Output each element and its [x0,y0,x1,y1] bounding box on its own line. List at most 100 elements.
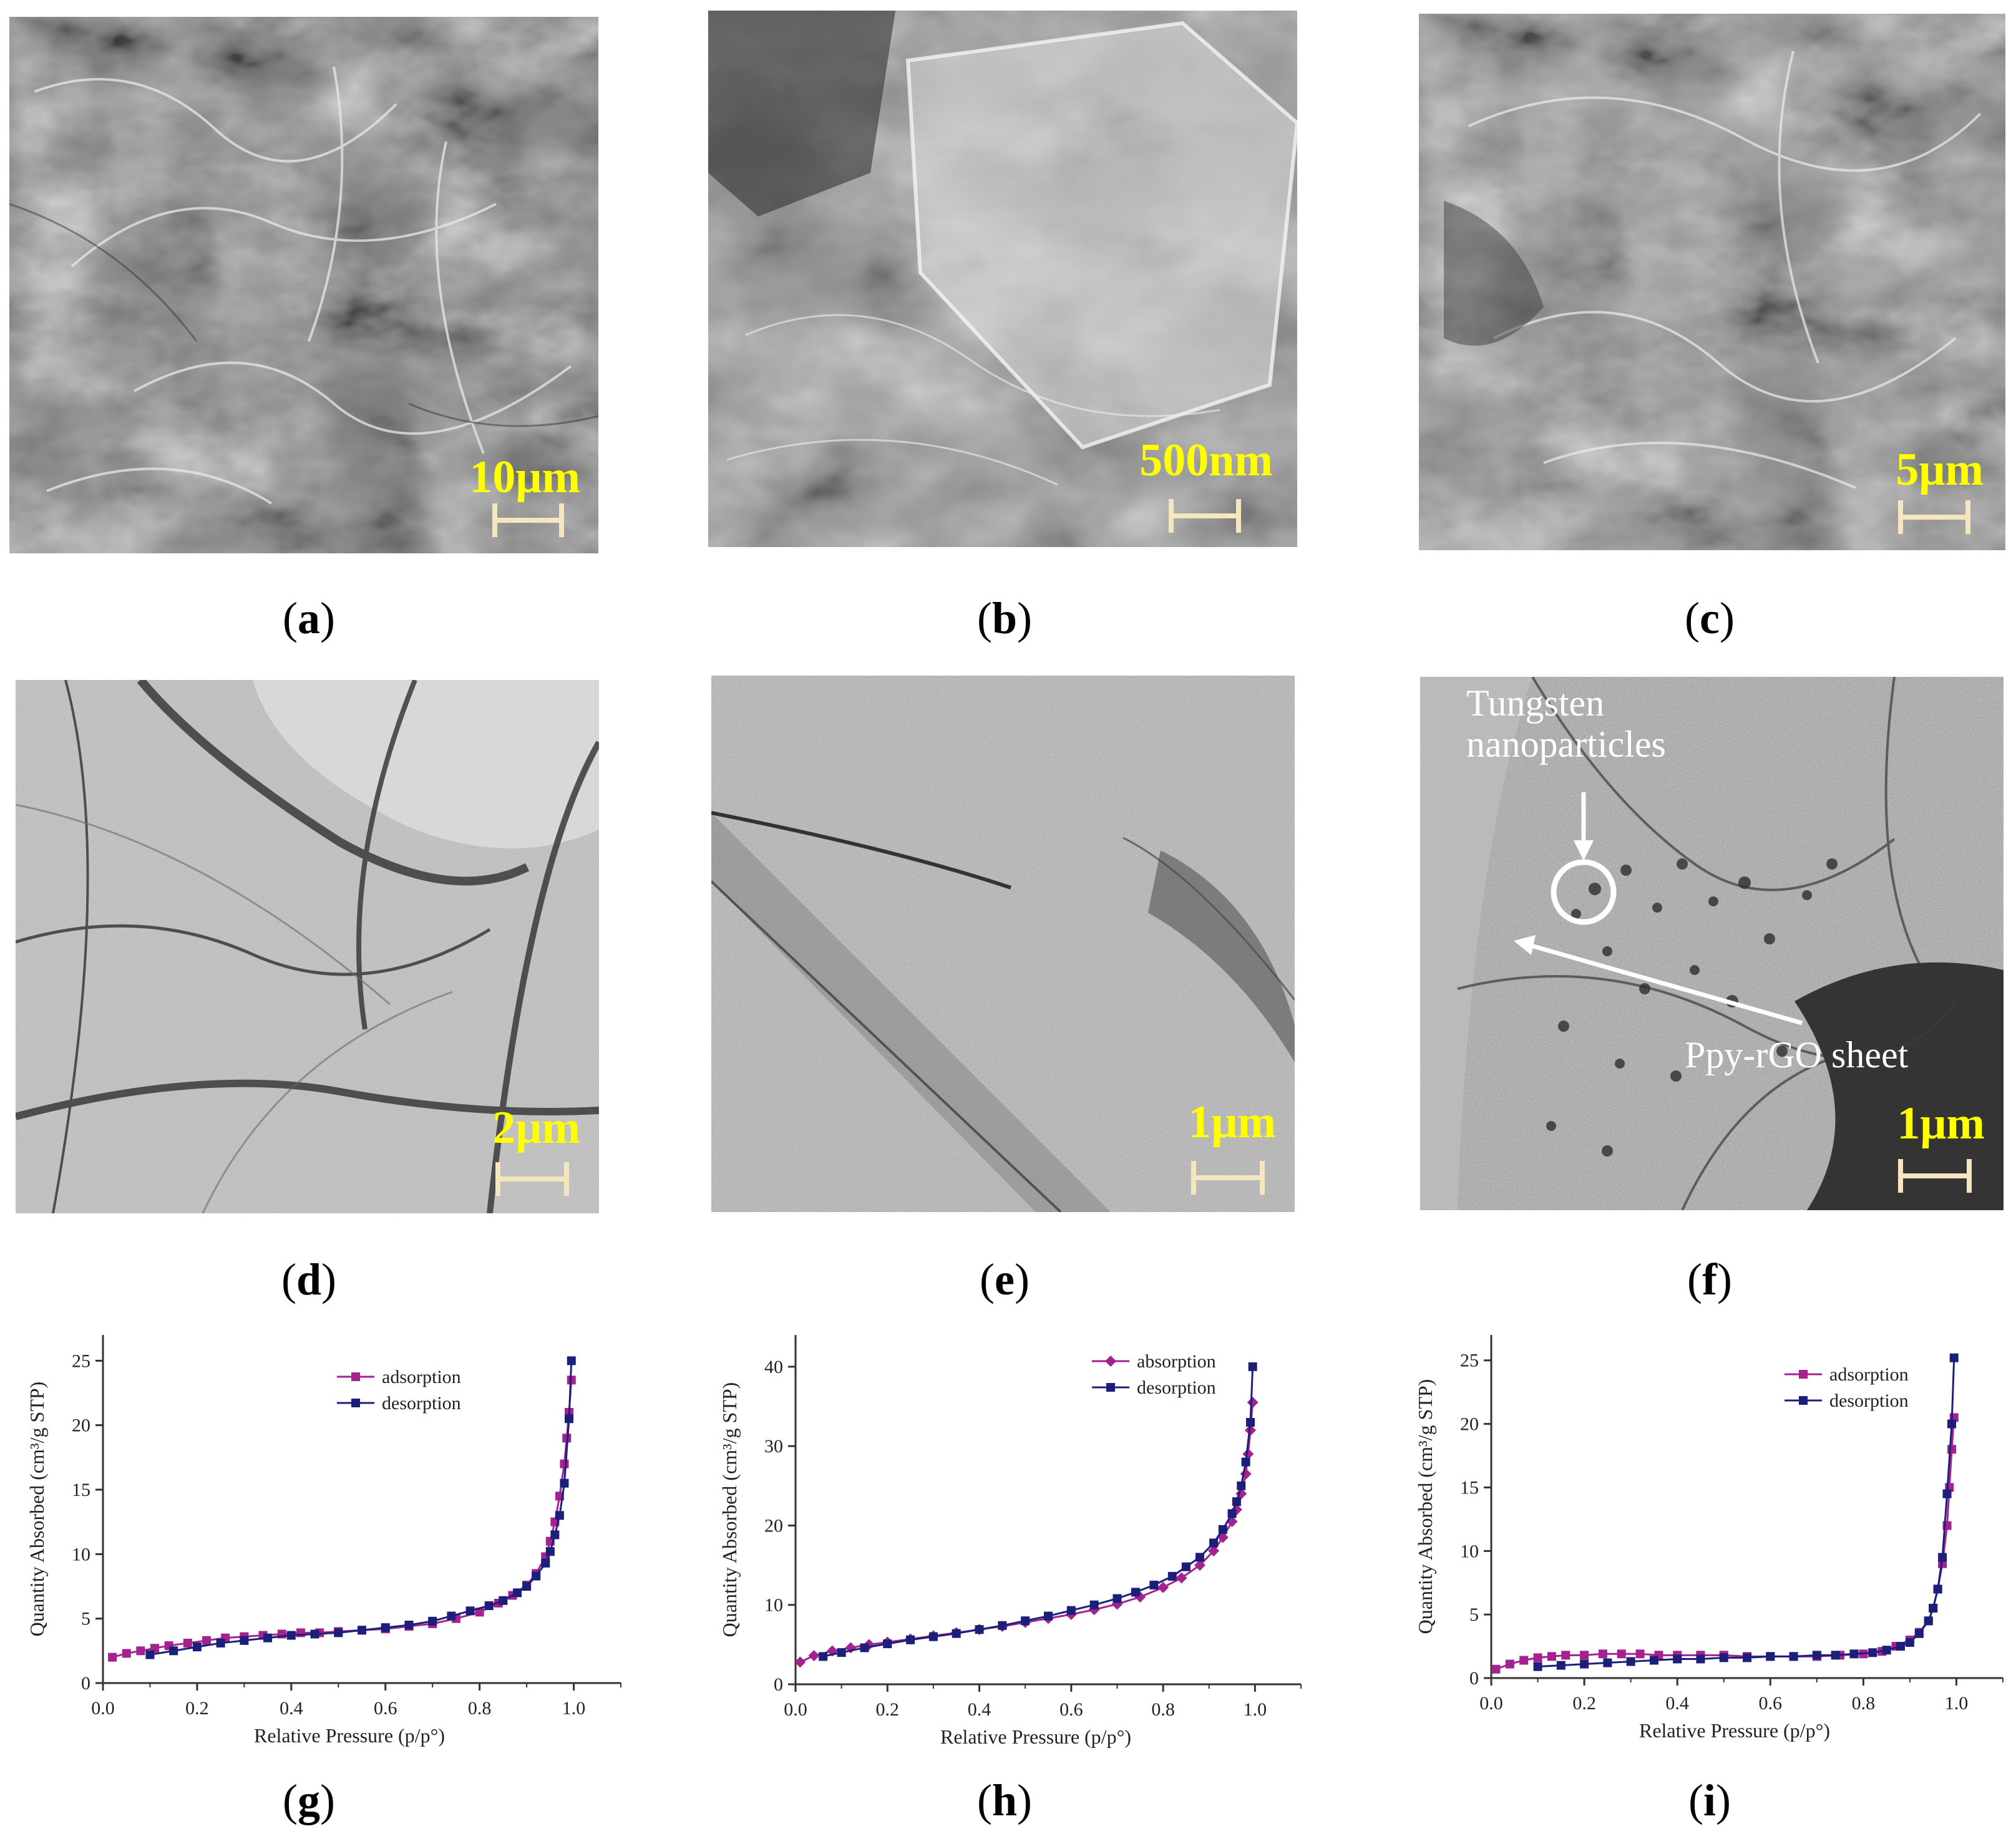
charts-g-point-desorption [499,1596,508,1605]
sem-image-a: 10μm [9,17,598,553]
annotation-tungsten: Tungsten [1466,682,1604,724]
charts-g-point-desorption [169,1646,178,1656]
charts-h-point-desorption [837,1648,846,1657]
charts-g-xtick-label: 0.4 [280,1698,303,1719]
charts-g-point-desorption [240,1636,249,1645]
charts-h-xtick-label: 0.8 [1151,1699,1175,1720]
panel-label-i: (i) [1688,1775,1731,1825]
charts-h-point-absorption [1208,1545,1220,1557]
panel-label-h: (h) [976,1775,1032,1825]
charts-g-point-adsorption [108,1652,117,1662]
charts-h-point-desorption [952,1629,961,1638]
charts-h-series-desorption-line [822,1366,1254,1657]
charts-h-point-desorption [998,1621,1007,1630]
charts-g-xlabel: Relative Pressure (p/p°) [254,1724,445,1747]
charts-i-legend-label-desorption: desorption [1829,1390,1909,1411]
charts-h-xtick-label: 0.0 [784,1699,807,1720]
charts-i-legend-label-adsorption: adsorption [1829,1364,1909,1385]
charts-h-point-desorption [1218,1525,1227,1534]
sem-image-b-graphic [708,11,1297,547]
chart-g: 0.0 0.2 0.4 0.6 0.8 1.0 0 5 10 15 20 25 Relative Pre… [12,1322,636,1759]
charts-h-xtick-label: 0.4 [968,1699,991,1720]
charts-i-point-desorption [1719,1653,1728,1662]
charts-i-xtick-label: 0.2 [1572,1693,1596,1714]
charts-g-point-adsorption [183,1638,192,1647]
charts-g-point-desorption [532,1571,541,1581]
charts-i-point-desorption [1696,1654,1705,1664]
panel-label-f: (f) [1687,1254,1732,1304]
charts-h-point-desorption [1237,1481,1246,1490]
sem-image-c-graphic [1419,14,2005,550]
charts-i-ytick-label: 15 [1460,1477,1479,1498]
panel-label-g: (g) [283,1775,335,1825]
panel-label-b: (b) [976,593,1032,643]
charts-i-point-desorption [1868,1648,1877,1657]
charts-i-point-desorption [1849,1649,1859,1659]
charts-g-ytick-label: 25 [72,1351,90,1371]
charts-h-xtick-label: 1.0 [1244,1699,1267,1720]
charts-g-series-adsorption-line [112,1380,573,1659]
charts-h-ytick-label: 20 [764,1515,783,1536]
charts-i-point-desorption [1743,1653,1751,1662]
charts-i-point-desorption [1603,1658,1612,1667]
charts-h-point-absorption [808,1650,820,1662]
charts-h-ylabel: Quantity Absorbed (cm³/g STP) [718,1382,741,1638]
tem-image-f: Tungsten nanoparticles Ppy-rGO sheet 1μm [1420,677,2004,1210]
charts-g-point-desorption [216,1638,225,1647]
charts-i-point-desorption [1649,1656,1658,1665]
charts-i-ytick-label: 25 [1460,1351,1479,1371]
charts-h-point-absorption [1247,1397,1259,1409]
charts-g-xtick-label: 0.6 [374,1698,397,1719]
charts-h-point-desorption [1044,1611,1053,1621]
scale-bar-b [1169,499,1241,533]
panel-label-d: (d) [281,1254,336,1304]
charts-i-point-desorption [1896,1642,1905,1651]
charts-i-xtick-label: 0.6 [1759,1693,1783,1714]
charts-i-point-desorption [1942,1489,1952,1498]
charts-i-point-adsorption [1598,1649,1607,1659]
charts-g-ytick-label: 15 [72,1480,90,1500]
charts-i-point-adsorption [1519,1656,1529,1665]
charts-h-legend-marker-desorption [1106,1383,1115,1392]
charts-i-point-desorption [1949,1353,1959,1362]
charts-h-point-desorption [860,1643,869,1652]
scale-bar-label-d: 2μm [492,1102,580,1153]
charts-h-point-desorption [819,1652,828,1661]
charts-h-point-desorption [1021,1616,1030,1626]
charts-g-legend-marker-desorption [351,1399,360,1407]
charts-i-xtick-label: 1.0 [1945,1693,1969,1714]
scale-bar-label-b: 500nm [1139,435,1273,486]
charts-h-point-absorption [1157,1581,1169,1593]
charts-h-point-desorption [1248,1362,1257,1371]
charts-i-point-desorption [1673,1654,1682,1664]
tem-image-e: 1μm [711,676,1295,1212]
panel-label-e: (e) [980,1254,1030,1304]
charts-h-point-desorption [1167,1571,1177,1581]
charts-h-point-desorption [883,1639,892,1649]
charts-i-point-adsorption [1491,1664,1501,1674]
charts-g-point-desorption [555,1511,564,1520]
sem-image-c: 5μm [1419,14,2005,550]
charts-g-ytick-label: 0 [81,1673,90,1694]
charts-g-ytick-label: 20 [72,1415,90,1436]
charts-g-legend-marker-adsorption [351,1372,360,1381]
charts-h-point-absorption [1217,1531,1229,1543]
charts-h-xlabel: Relative Pressure (p/p°) [940,1725,1131,1748]
charts-i-point-desorption [1831,1651,1840,1660]
charts-g-point-desorption [565,1414,573,1424]
charts-i-ytick-label: 0 [1469,1668,1479,1689]
charts-h-point-desorption [1195,1553,1204,1562]
charts-h-point-desorption [1066,1606,1076,1615]
charts-i-legend-marker-adsorption [1799,1370,1808,1379]
scale-bar-c [1898,500,1970,534]
charts-h-point-desorption [928,1632,938,1641]
charts-g-legend-label-adsorption: adsorption [382,1367,461,1387]
charts-h-point-absorption [1240,1468,1252,1480]
charts-h-xtick-label: 0.2 [876,1699,900,1720]
scale-bar-label-f: 1μm [1897,1098,1985,1149]
charts-g-point-desorption [192,1642,202,1652]
sem-image-b: 500nm [708,11,1297,547]
charts-g-point-adsorption [136,1646,145,1656]
charts-g-point-desorption [541,1558,550,1568]
charts-h-point-desorption [1149,1580,1159,1589]
